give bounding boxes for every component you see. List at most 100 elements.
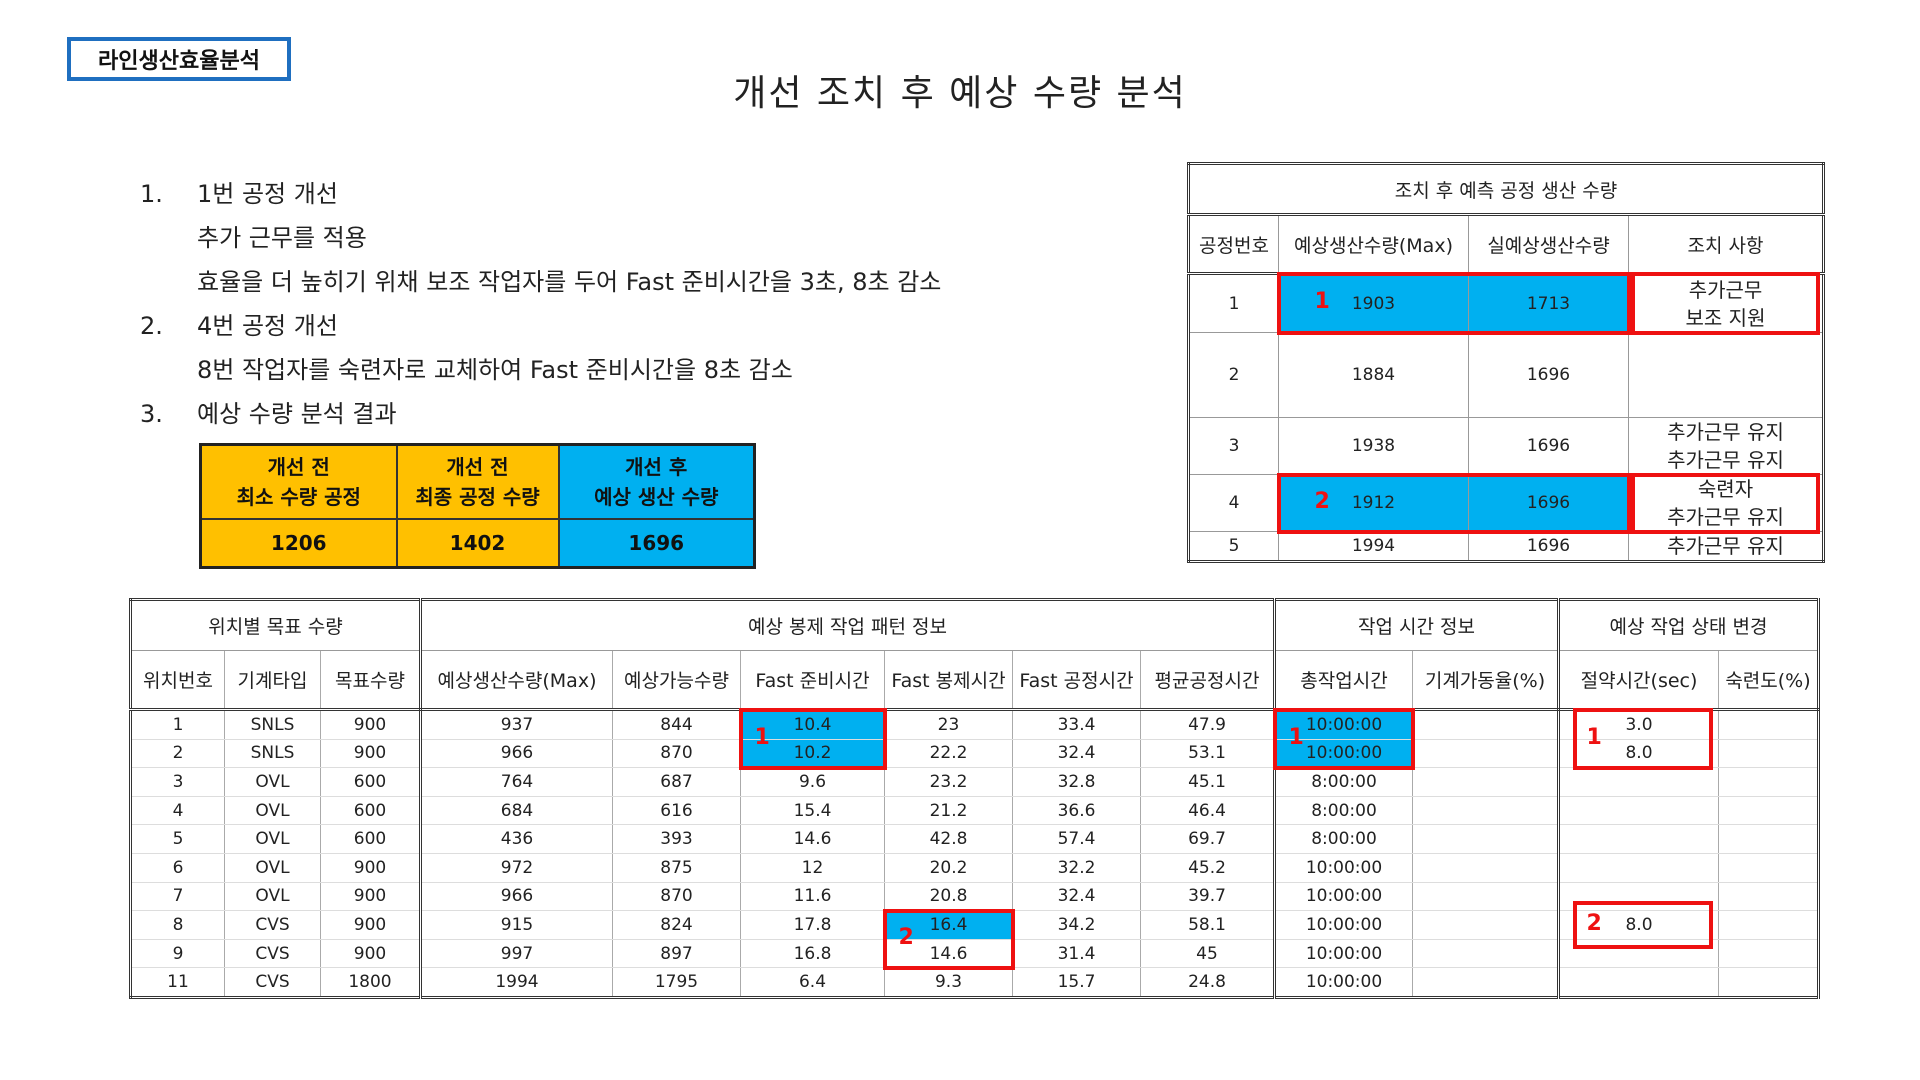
table-cell [1412,910,1560,940]
column-header: 평균공정시간 [1140,650,1276,711]
table-cell: 600 [320,767,422,797]
table-cell: 687 [612,767,741,797]
table-cell: 8:00:00 [1274,796,1413,826]
list-text: 예상 수량 분석 결과 [197,400,397,428]
table-cell: 3.0 [1558,709,1719,740]
table-cell: 900 [320,739,422,769]
table-cell: 3 [130,767,225,797]
column-header: 예상생산수량(Max) [420,650,613,711]
column-header: Fast 준비시간 [740,650,885,711]
group-header: 예상 작업 상태 변경 [1558,599,1820,651]
table-cell: 32.8 [1012,767,1141,797]
table-cell: 1795 [612,967,741,998]
table-cell: 600 [320,824,422,854]
table-cell: 997 [420,939,613,969]
table-cell: 20.2 [884,853,1013,883]
table-cell: 46.4 [1140,796,1276,826]
table-cell: CVS [224,939,321,969]
column-header: 기계타입 [224,650,321,711]
list-number: 1. [140,180,163,208]
table-cell [1558,853,1719,883]
table-cell: 24.8 [1140,967,1276,998]
table-cell: 20.8 [884,882,1013,912]
table-cell [1718,767,1820,797]
table-row: 9 CVS 900 997 897 16.8 14.6 31.4 45 10:00:00 [130,939,1820,969]
list-item: 2. 4번 공정 개선 [140,304,941,348]
table-cell: 42.8 [884,824,1013,854]
process-number: 4 [1188,474,1279,532]
table-cell: 10:00:00 [1274,910,1413,940]
table-cell: 39.7 [1140,882,1276,912]
table-cell: OVL [224,796,321,826]
predicted-real: 1696 [1468,332,1629,418]
table-cell: SNLS [224,709,321,740]
predicted-max: 1938 [1278,417,1469,475]
table-cell: 900 [320,709,422,740]
table-cell [1412,853,1560,883]
table-cell [1718,739,1820,769]
table-cell: 9 [130,939,225,969]
table-cell: 875 [612,853,741,883]
table-caption-row: 조치 후 예측 공정 생산 수량 [1188,163,1824,216]
table-cell: 8 [130,910,225,940]
table-cell: 17.8 [740,910,885,940]
column-header-row: 공정번호 예상생산수량(Max) 실예상생산수량 조치 사항 [1188,214,1824,275]
table-cell: 972 [420,853,613,883]
table-cell: 915 [420,910,613,940]
table-cell: 1800 [320,967,422,998]
table-cell: 937 [420,709,613,740]
table-cell: 10:00:00 [1274,939,1413,969]
list-subitem: 효율을 더 높히기 위채 보조 작업자를 두어 Fast 준비시간을 3초, 8… [197,268,942,296]
table-cell [1718,796,1820,826]
table-cell: 58.1 [1140,910,1276,940]
table-cell: 966 [420,882,613,912]
table-cell [1558,967,1719,998]
action-note [1628,332,1824,418]
table-cell: 7 [130,882,225,912]
predicted-real: 1696 [1468,474,1629,532]
list-item: 3. 예상 수량 분석 결과 [140,392,941,436]
action-note: 추가근무 유지 [1628,531,1824,562]
table-cell [1558,824,1719,854]
table-cell: 33.4 [1012,709,1141,740]
predicted-real: 1696 [1468,531,1629,562]
table-cell [1412,739,1560,769]
table-cell: OVL [224,853,321,883]
table-cell: 23.2 [884,767,1013,797]
table-cell: 21.2 [884,796,1013,826]
table-cell: 870 [612,739,741,769]
table-cell: 10.4 [740,709,885,740]
table-row: 3 OVL 600 764 687 9.6 23.2 32.8 45.1 8:00:00 [130,767,1820,797]
summary-header-cell: 개선 후 예상 생산 수량 [557,443,756,520]
table-cell [1558,882,1719,912]
process-prediction-table: 조치 후 예측 공정 생산 수량 공정번호 예상생산수량(Max) 실예상생산수량 조치… [1187,162,1825,563]
column-header: 목표수량 [320,650,422,711]
table-cell [1718,853,1820,883]
table-cell: 10:00:00 [1274,739,1413,769]
group-header: 작업 시간 정보 [1274,599,1560,651]
table-cell: 10:00:00 [1274,853,1413,883]
table-cell [1412,939,1560,969]
column-header: Fast 봉제시간 [884,650,1013,711]
section-tag: 라인생산효율분석 [67,37,291,81]
table-cell: OVL [224,824,321,854]
table-cell: 53.1 [1140,739,1276,769]
table-cell: 34.2 [1012,910,1141,940]
table-cell: 764 [420,767,613,797]
table-cell: 69.7 [1140,824,1276,854]
table-row: 5 1994 1696 추가근무 유지 [1188,531,1824,562]
table-row: 4 1912 1696 숙련자 추가근무 유지 [1188,474,1824,532]
table-cell [1718,967,1820,998]
table-cell [1412,709,1560,740]
table-cell: 32.2 [1012,853,1141,883]
table-cell: 6.4 [740,967,885,998]
table-cell: 897 [612,939,741,969]
column-header: Fast 공정시간 [1012,650,1141,711]
table-cell: 10:00:00 [1274,967,1413,998]
column-header: 예상생산수량(Max) [1278,214,1469,275]
process-number: 3 [1188,417,1279,475]
summary-header-cell: 개선 전 최소 수량 공정 [199,443,398,520]
table-cell: 684 [420,796,613,826]
predicted-max: 1884 [1278,332,1469,418]
table-row: 1 SNLS 900 937 844 10.4 23 33.4 47.9 10:00:00 3.0 [130,709,1820,740]
